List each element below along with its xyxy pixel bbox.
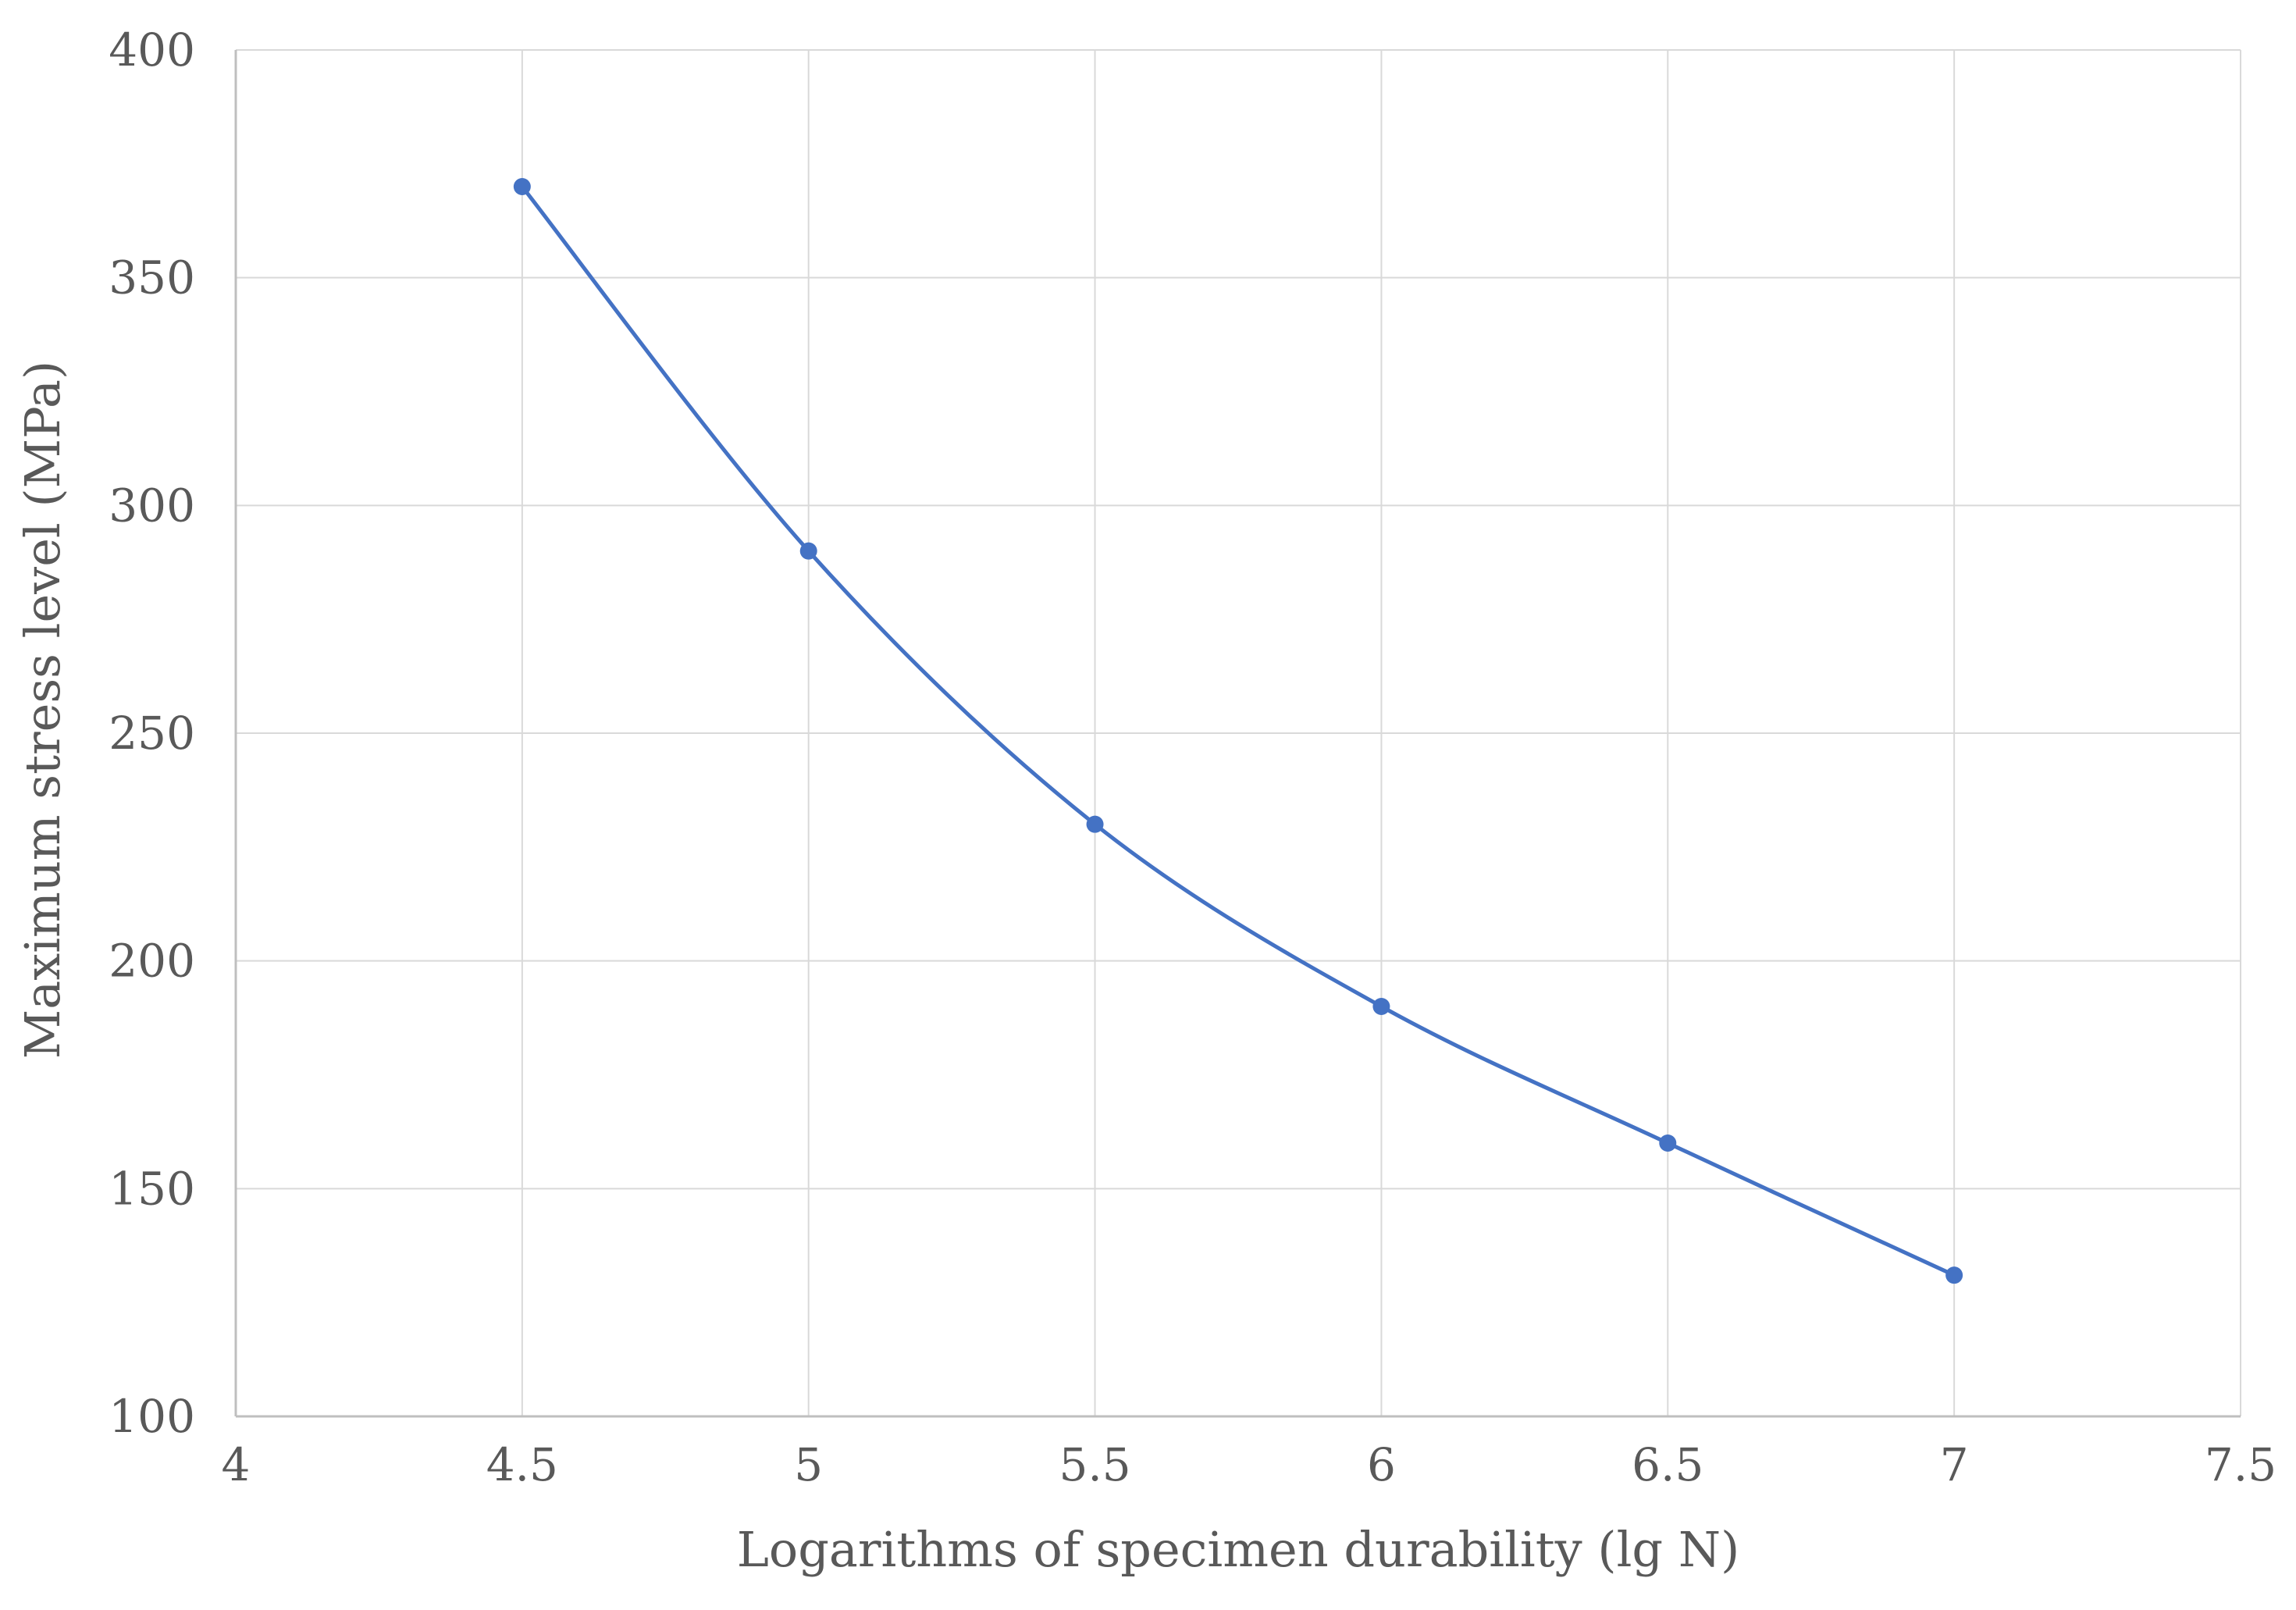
data-point — [1945, 1266, 1963, 1284]
x-axis-title: Logarithms of specimen durability (lg N) — [737, 1521, 1740, 1578]
y-axis-title: Maximum stress level (MPa) — [14, 361, 71, 1059]
y-tick-label: 300 — [109, 479, 195, 532]
y-tick-label: 100 — [109, 1390, 195, 1443]
y-tick-label: 200 — [109, 935, 195, 988]
x-tick-label: 4.5 — [486, 1438, 558, 1491]
x-tick-label: 6 — [1367, 1438, 1396, 1491]
series-line — [520, 184, 1956, 1277]
y-tick-label: 150 — [109, 1162, 195, 1215]
tick-labels: 4 4.5 5 5.5 6 6.5 7 7.5 100 150 200 250 300 350 400 — [109, 23, 2276, 1491]
series-layer — [513, 178, 1963, 1284]
x-tick-label: 7.5 — [2205, 1438, 2276, 1491]
data-point — [1659, 1134, 1677, 1152]
data-point — [1086, 815, 1104, 833]
y-tick-label: 350 — [109, 251, 195, 305]
x-tick-label: 7 — [1940, 1438, 1969, 1491]
data-point — [513, 178, 531, 195]
x-tick-label: 5.5 — [1059, 1438, 1130, 1491]
data-point — [799, 542, 817, 560]
axis-layer — [234, 50, 2241, 1418]
data-point — [1372, 998, 1390, 1015]
x-tick-label: 6.5 — [1632, 1438, 1703, 1491]
x-tick-label: 5 — [794, 1438, 823, 1491]
x-tick-label: 4 — [222, 1438, 251, 1491]
y-tick-label: 250 — [109, 707, 195, 760]
grid-layer — [236, 49, 2241, 1416]
y-tick-label: 400 — [109, 23, 195, 77]
